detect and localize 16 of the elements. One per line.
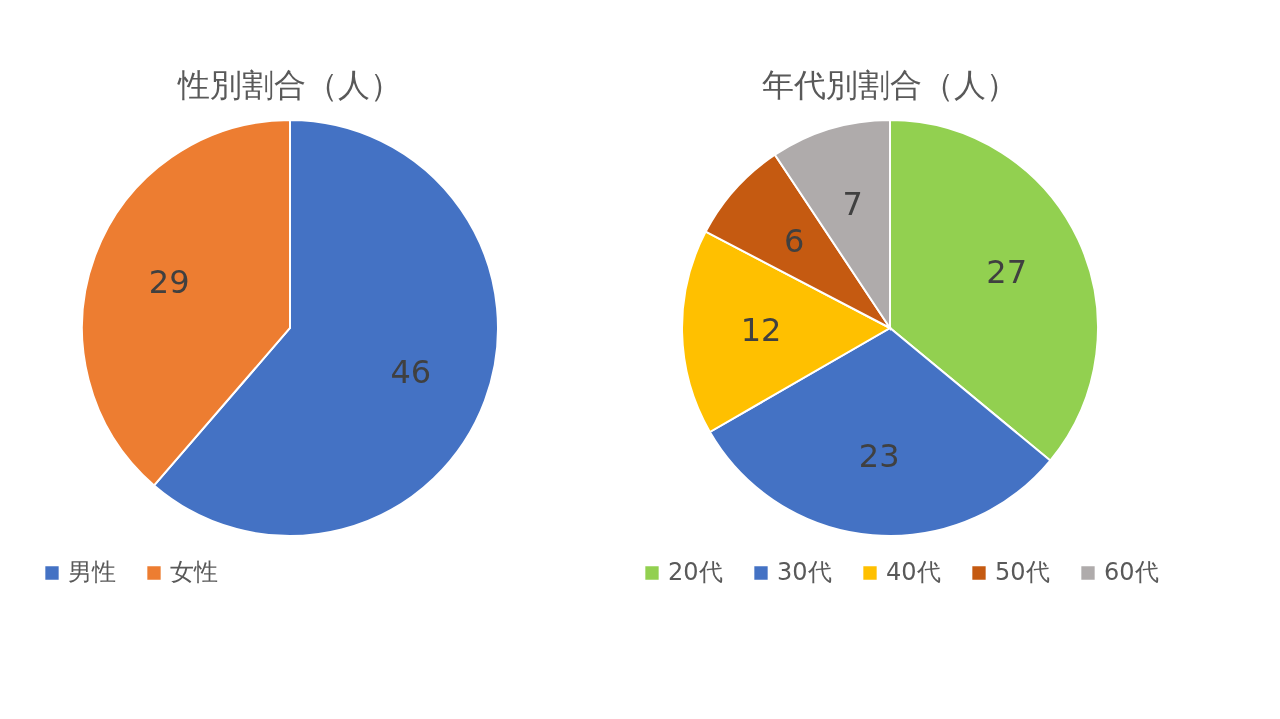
data-label: 7 (842, 184, 863, 223)
legend-label: 30代 (777, 558, 832, 586)
data-label: 12 (740, 310, 782, 349)
legend-label: 40代 (886, 558, 941, 586)
legend-label: 60代 (1104, 558, 1159, 586)
data-label: 6 (783, 221, 805, 260)
legend-label: 20代 (668, 558, 723, 586)
legend-label: 女性 (170, 558, 218, 586)
data-label: 27 (986, 253, 1028, 292)
data-label: 46 (390, 352, 432, 391)
legend-label: 男性 (68, 558, 116, 586)
data-label: 23 (858, 436, 900, 475)
legend-label: 50代 (995, 558, 1050, 586)
chart-title: 性別割合（人） (177, 66, 402, 104)
data-label: 29 (148, 263, 190, 302)
chart-title: 年代別割合（人） (762, 66, 1018, 104)
